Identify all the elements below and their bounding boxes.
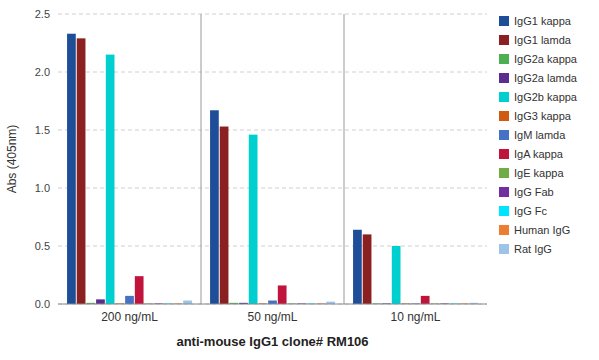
bar (363, 234, 372, 304)
legend-label: IgG Fc (514, 205, 548, 217)
bar (421, 296, 430, 304)
grid-line (58, 14, 487, 15)
y-tick-label: 0.5 (35, 240, 50, 252)
x-tick-label: 200 ng/mL (101, 310, 158, 324)
bar (210, 110, 219, 304)
legend-swatch (499, 206, 509, 216)
legend-swatch (499, 73, 509, 83)
grid-line (58, 304, 487, 305)
y-tick-label: 1.5 (35, 124, 50, 136)
bar (183, 301, 192, 304)
bar (77, 38, 86, 304)
grid-line (58, 246, 487, 247)
title: anti-mouse IgG1 clone# RM106 (176, 334, 368, 349)
y-tick-label: 2.0 (35, 66, 50, 78)
legend-swatch (499, 111, 509, 121)
y-tick-label: 0.0 (35, 298, 50, 310)
legend-label: IgG2a lamda (514, 72, 578, 84)
legend-label: IgG Fab (514, 186, 554, 198)
legend-swatch (499, 130, 509, 140)
x-tick-label: 10 ng/mL (390, 310, 440, 324)
legend-label: Rat IgG (514, 243, 552, 255)
y-tick-label: 1.0 (35, 182, 50, 194)
legend-swatch (499, 187, 509, 197)
grid (58, 14, 487, 304)
bar (67, 34, 76, 304)
legend: IgG1 kappa IgG1 lamda IgG2a kappa IgG2a lam… (499, 15, 578, 255)
legend-swatch (499, 225, 509, 235)
legend-swatch (499, 35, 509, 45)
y-tick-label: 2.5 (35, 8, 50, 20)
legend-label: IgM lamda (514, 129, 566, 141)
bar (96, 299, 105, 304)
legend-label: IgG2a kappa (514, 53, 578, 65)
bar (220, 127, 229, 304)
grid-line (58, 188, 487, 189)
group-separator (344, 14, 345, 304)
legend-label: IgG3 kappa (514, 110, 572, 122)
legend-label: IgG2b kappa (514, 91, 578, 103)
x-axis (58, 304, 487, 305)
legend-label: Human IgG (514, 224, 570, 236)
bars (67, 34, 478, 304)
bar (125, 296, 134, 304)
bar (106, 55, 115, 304)
chart: 0.0 0.5 1.0 1.5 2.0 2.5 200 ng/mL 50 ng/mL 10 ng… (0, 0, 599, 360)
legend-label: IgA kappa (514, 148, 564, 160)
legend-swatch (499, 92, 509, 102)
bar (392, 246, 401, 304)
y-axis-label: Abs (405nm) (5, 125, 19, 194)
bar (249, 135, 258, 304)
grid-line (58, 72, 487, 73)
bar (278, 285, 287, 304)
legend-swatch (499, 16, 509, 26)
legend-swatch (499, 244, 509, 254)
legend-label: IgG1 lamda (514, 34, 572, 46)
bar (353, 230, 362, 304)
legend-swatch (499, 149, 509, 159)
bar (135, 276, 144, 304)
grid-line (58, 130, 487, 131)
x-tick-label: 50 ng/mL (247, 310, 297, 324)
group-separator (201, 14, 202, 304)
legend-swatch (499, 54, 509, 64)
legend-label: IgG1 kappa (514, 15, 572, 27)
bar (268, 301, 277, 304)
legend-label: IgE kappa (514, 167, 564, 179)
legend-swatch (499, 168, 509, 178)
